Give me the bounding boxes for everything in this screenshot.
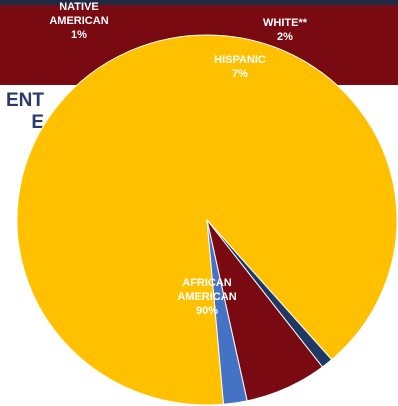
slice-name-4: WHITE** xyxy=(263,17,308,29)
slice-name-3: HISPANIC xyxy=(214,54,266,66)
background-title: ENT E xyxy=(0,90,44,134)
slice-name-2: NATIVE xyxy=(59,1,99,13)
slice-name-2: AMERICAN xyxy=(49,15,108,27)
slice-label-4: WHITE** 2% xyxy=(263,17,308,43)
background-title-line-1: ENT xyxy=(6,90,44,111)
slice-label-2: NATIVE AMERICAN 1% xyxy=(49,1,108,41)
slice-percent-4: 2% xyxy=(277,31,293,43)
slice-percent-3: 7% xyxy=(232,68,248,80)
slice-percent-1: 90% xyxy=(196,305,218,317)
slice-name-1: AFRICAN xyxy=(182,277,232,289)
header-strip xyxy=(0,0,398,5)
slice-name-1: AMERICAN xyxy=(177,291,236,303)
slice-label-3: HISPANIC 7% xyxy=(214,54,266,80)
slice-percent-2: 1% xyxy=(71,29,87,41)
slice-label-1: AFRICAN AMERICAN 90% xyxy=(177,277,236,317)
pie-slice-4 xyxy=(206,219,248,405)
background-title-line-2: E xyxy=(31,112,44,133)
